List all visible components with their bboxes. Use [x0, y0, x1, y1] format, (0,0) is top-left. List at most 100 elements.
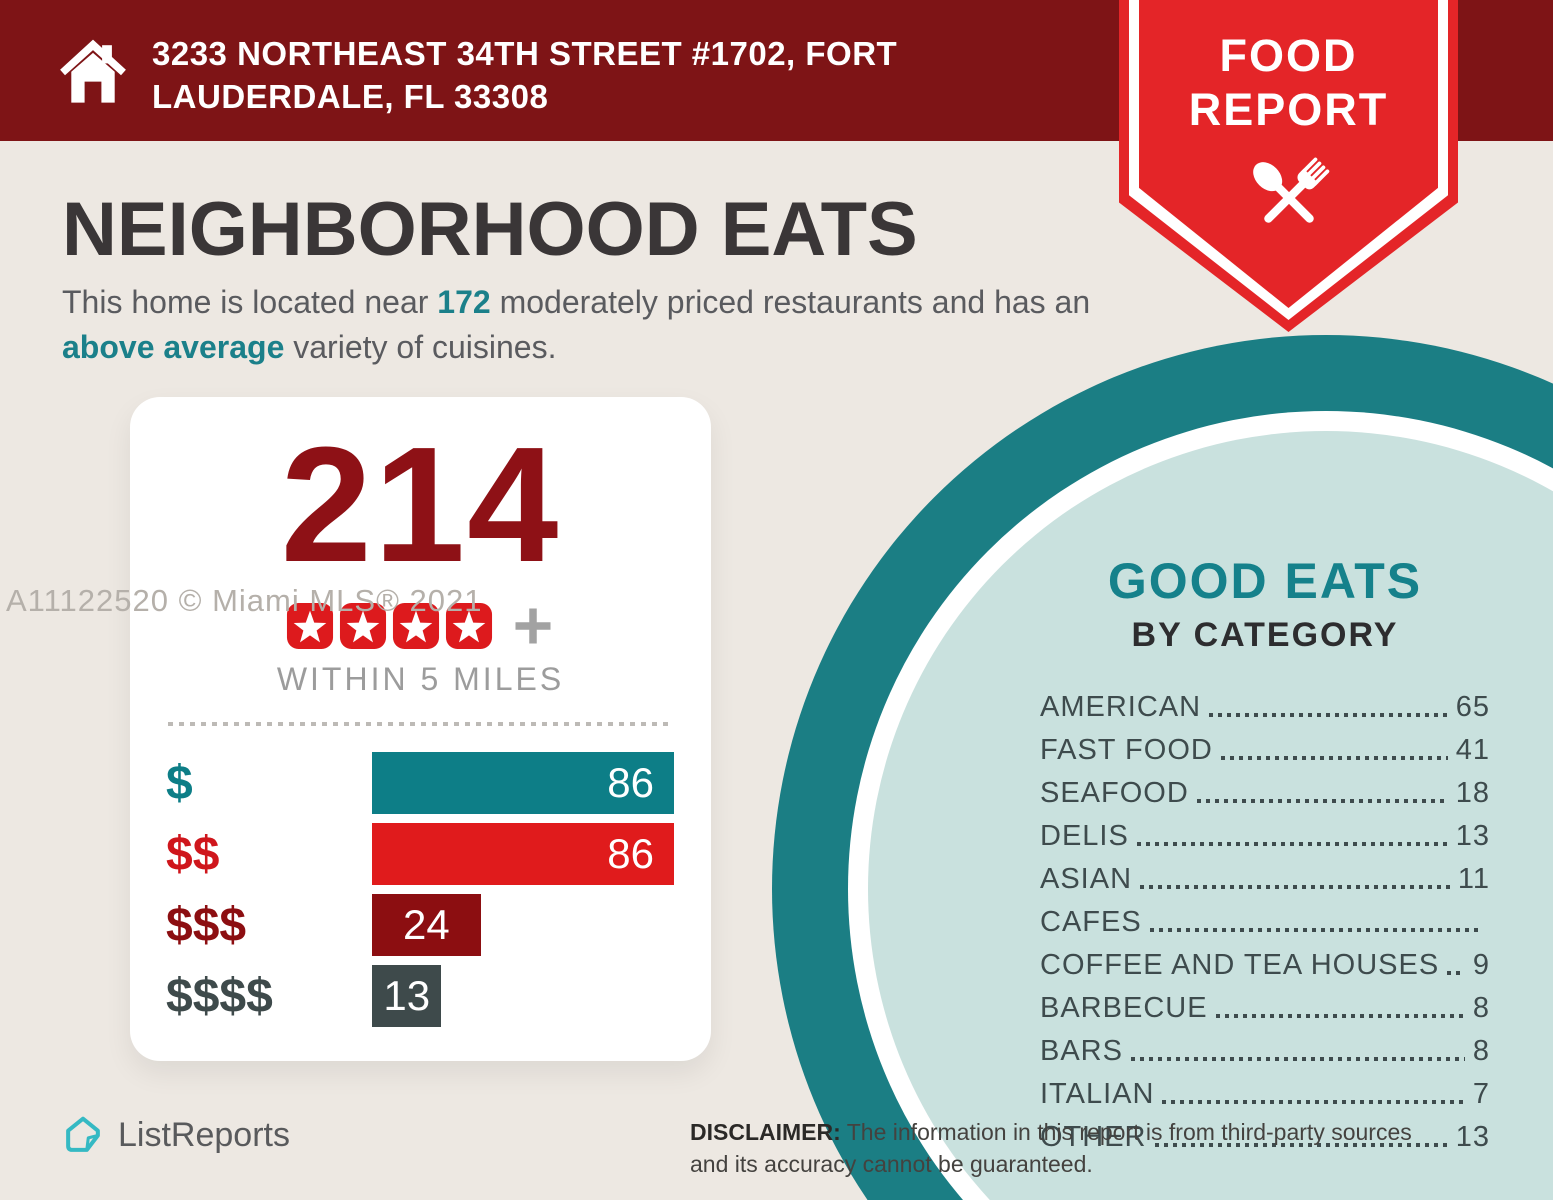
ribbon-word-report: REPORT	[1188, 84, 1389, 135]
disclaimer-text: The information in this report is from t…	[690, 1119, 1412, 1177]
bar-value: 86	[607, 759, 654, 806]
listreports-logo-icon	[66, 1116, 100, 1152]
property-address: 3233 NORTHEAST 34TH STREET #1702, FORT L…	[152, 32, 897, 118]
good-eats-subtitle: BY CATEGORY	[1131, 616, 1399, 654]
spoon-fork-icon	[1253, 157, 1330, 223]
yelp-star-icon	[392, 602, 440, 650]
home-icon	[60, 39, 126, 103]
dotted-leader	[1220, 756, 1448, 760]
category-label: OTHER	[1040, 1121, 1147, 1153]
page-title: NEIGHBORHOOD EATS	[62, 187, 918, 272]
dotted-leader	[1196, 799, 1448, 803]
price-bar-row: $$$$ 13	[166, 965, 711, 1027]
category-list: AMERICAN 65 FAST FOOD 41 SEAFOOD 18 DELIS 13 ASI…	[1040, 681, 1490, 1154]
bar-track: 86	[372, 823, 674, 885]
category-row: COFFEE AND TEA HOUSES 9	[1040, 939, 1490, 982]
mls-watermark: A11122520 © Miami MLS® 2021	[6, 583, 483, 618]
dotted-leader	[1154, 1143, 1448, 1147]
bar-track: 13	[372, 965, 674, 1027]
dashed-divider	[168, 722, 673, 726]
dotted-leader	[1162, 1100, 1465, 1104]
category-value: 8	[1472, 1035, 1490, 1067]
price-tier-bar-chart: $86 $$ 86 $$$ 24 $$$$ 13	[130, 752, 711, 1027]
dotted-leader	[1136, 842, 1448, 846]
subtitle-mid: moderately priced restaurants and has an	[490, 284, 1091, 320]
category-value: 18	[1455, 777, 1490, 809]
bar-track: 24	[372, 894, 674, 956]
ribbon-word-food: FOOD	[1219, 30, 1358, 81]
price-tier-bar: 13	[372, 965, 442, 1027]
category-row: CAFES	[1040, 896, 1490, 939]
price-bar-row: $86	[166, 752, 711, 814]
category-row: BARS 8	[1040, 1025, 1490, 1068]
category-value: 9	[1472, 949, 1490, 981]
bar-track: 86	[372, 752, 674, 814]
bar-value: 13	[383, 972, 431, 1019]
restaurant-summary-card: 214 WITHIN 5 MILES $86 $$ 86 $$$ 24 $$$$ 13	[130, 397, 711, 1061]
restaurant-count: 172	[437, 284, 491, 320]
dotted-leader	[1447, 971, 1465, 975]
price-tier-label: $$	[166, 827, 220, 881]
category-row: BARBECUE 8	[1040, 982, 1490, 1025]
category-label: BARS	[1040, 1035, 1123, 1067]
category-value: 8	[1472, 992, 1490, 1024]
category-value: 11	[1457, 863, 1490, 895]
price-tier-bar: 24	[372, 894, 481, 956]
subtitle-pre: This home is located near	[62, 284, 438, 320]
category-row: AMERICAN 65	[1040, 681, 1490, 724]
category-row: SEAFOOD 18	[1040, 767, 1490, 810]
category-value: 65	[1455, 691, 1490, 723]
category-label: BARBECUE	[1040, 992, 1208, 1024]
address-line-2: LAUDERDALE, FL 33308	[152, 78, 549, 115]
category-row: OTHER 13	[1040, 1111, 1490, 1154]
yelp-star-icon	[339, 602, 387, 650]
category-label: DELIS	[1040, 820, 1129, 852]
disclaimer: DISCLAIMER: The information in this repo…	[690, 1116, 1440, 1180]
listreports-brand: ListReports	[60, 1112, 290, 1158]
good-eats-panel: GOOD EATS BY CATEGORY AMERICAN 65 FAST FOO…	[1040, 552, 1490, 1154]
category-value: 13	[1455, 820, 1490, 852]
dotted-leader	[1140, 885, 1450, 889]
category-row: DELIS 13	[1040, 810, 1490, 853]
listreports-brand-name: ListReports	[118, 1115, 290, 1154]
price-bar-row: $$$ 24	[166, 894, 711, 956]
category-value: 7	[1472, 1078, 1490, 1110]
bar-value: 24	[403, 901, 450, 948]
price-bar-row: $$ 86	[166, 823, 711, 885]
dotted-leader	[1149, 928, 1482, 932]
dotted-leader	[1130, 1057, 1465, 1061]
category-label: COFFEE AND TEA HOUSES	[1040, 949, 1440, 981]
plus-icon	[515, 608, 550, 644]
dotted-leader	[1215, 1014, 1465, 1018]
yelp-star-icon	[445, 602, 493, 650]
category-row: ASIAN 11	[1040, 853, 1490, 896]
bar-value: 86	[607, 830, 654, 877]
category-label: SEAFOOD	[1040, 777, 1189, 809]
category-value: 41	[1455, 734, 1490, 766]
page-subtitle: This home is located near 172 moderately…	[62, 280, 1102, 370]
price-tier-bar: 86	[372, 823, 674, 885]
price-tier-label: $	[166, 756, 193, 810]
food-report-ribbon: FOOD REPORT	[1119, 0, 1458, 332]
dotted-leader	[1209, 713, 1448, 717]
category-row: FAST FOOD 41	[1040, 724, 1490, 767]
disclaimer-label: DISCLAIMER:	[690, 1119, 841, 1145]
yelp-star-icon	[286, 602, 334, 650]
category-label: ITALIAN	[1040, 1078, 1155, 1110]
variety-highlight: above average	[62, 329, 285, 365]
good-eats-title: GOOD EATS	[1107, 553, 1423, 609]
price-tier-bar: 86	[372, 752, 674, 814]
category-value: 13	[1455, 1121, 1490, 1153]
category-label: CAFES	[1040, 906, 1142, 938]
category-row: ITALIAN 7	[1040, 1068, 1490, 1111]
star-rating	[130, 601, 711, 651]
restaurant-total-count: 214	[280, 413, 561, 596]
address-line-1: 3233 NORTHEAST 34TH STREET #1702, FORT	[152, 35, 898, 72]
category-label: ASIAN	[1040, 863, 1133, 895]
subtitle-post: variety of cuisines.	[284, 329, 557, 365]
radius-label: WITHIN 5 MILES	[276, 661, 565, 697]
price-tier-label: $$$$	[166, 969, 273, 1023]
category-label: AMERICAN	[1040, 691, 1202, 723]
price-tier-label: $$$	[166, 898, 247, 952]
